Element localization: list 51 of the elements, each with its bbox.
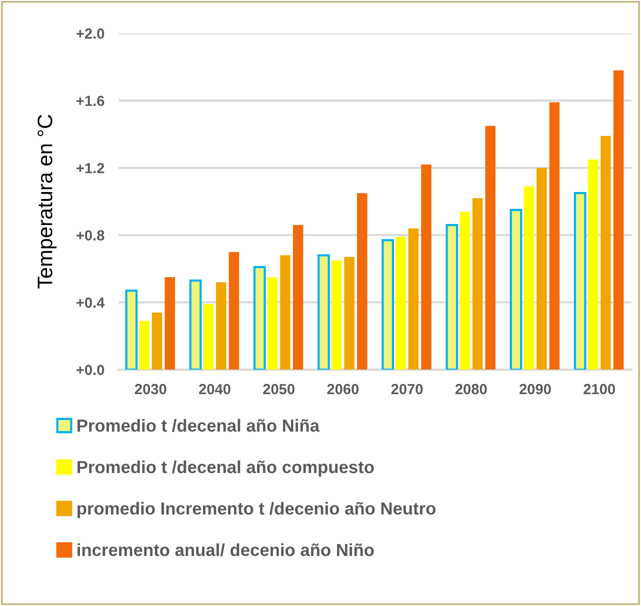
bar — [382, 239, 394, 370]
x-tick-label: 2080 — [455, 384, 487, 394]
bar — [574, 192, 586, 370]
y-axis-title: Temperatura en °C — [38, 114, 56, 289]
bar — [318, 254, 330, 370]
bar — [524, 186, 534, 370]
bar — [485, 126, 496, 370]
bar — [472, 198, 483, 370]
bar — [421, 164, 432, 370]
x-tick-label: 2090 — [520, 384, 551, 394]
y-tick-label: +1.2 — [76, 162, 104, 174]
bar — [510, 208, 522, 370]
x-tick-label: 2060 — [327, 384, 359, 394]
y-tick-label: +0.8 — [76, 230, 104, 241]
bar — [460, 212, 470, 370]
bar — [139, 320, 150, 370]
x-tick-label: 2040 — [199, 384, 230, 394]
bar — [203, 304, 214, 370]
bar — [216, 282, 226, 370]
bar — [395, 236, 406, 370]
bar — [357, 193, 368, 370]
bar — [280, 255, 290, 370]
bar — [588, 159, 598, 370]
bar — [292, 225, 304, 370]
y-tick-label: +2.0 — [76, 28, 104, 39]
bar — [125, 290, 138, 370]
bar — [267, 277, 278, 370]
bar — [253, 266, 266, 370]
y-tick-label: +0.0 — [76, 364, 104, 376]
bar — [446, 224, 458, 370]
bar — [536, 168, 547, 370]
x-tick-label: 2100 — [584, 384, 615, 394]
bar — [344, 256, 354, 370]
bar — [331, 260, 342, 370]
y-tick-label: +0.4 — [76, 297, 105, 308]
x-tick-label: 2030 — [134, 384, 166, 394]
legend-label: Promedio t /decenal año Niña — [78, 419, 320, 432]
x-tick-label: 2070 — [391, 384, 423, 394]
legend-label: promedio Incremento t /decenio año Neutro — [78, 502, 436, 518]
y-tick-label: +1.6 — [76, 96, 104, 106]
bar — [600, 136, 611, 370]
bar — [228, 252, 240, 370]
bar — [549, 102, 560, 370]
bar — [152, 312, 162, 370]
x-tick-label: 2050 — [263, 384, 294, 394]
bar — [408, 228, 419, 370]
bar — [164, 277, 175, 370]
legend-label: Promedio t /decenal año compuesto — [78, 460, 374, 477]
bar — [613, 70, 624, 370]
bar — [189, 279, 202, 370]
legend-label: incremento anual/ decenio año Niño — [78, 543, 374, 556]
